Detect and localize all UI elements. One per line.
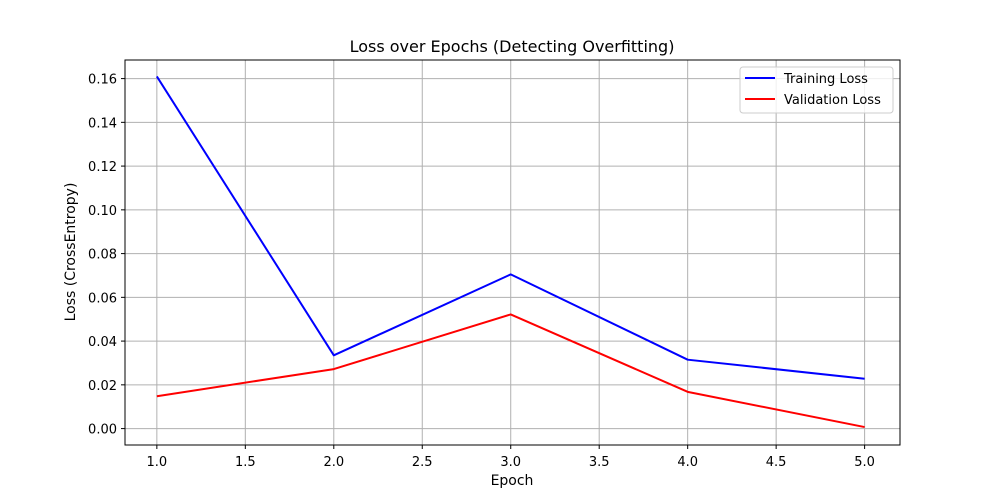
y-axis-label: Loss (CrossEntropy) [63, 183, 79, 322]
y-tick-label: 0.10 [88, 204, 117, 219]
chart-title: Loss over Epochs (Detecting Overfitting) [350, 37, 675, 56]
axis-ticks: 1.0 1.5 2.0 2.5 3.0 3.5 4.0 4.5 5.0 0.00 0.02 0.04 0… [88, 73, 875, 470]
legend-label-training-loss: Training Loss [783, 72, 868, 87]
x-tick-label: 1.0 [147, 455, 168, 470]
x-tick-label: 1.5 [235, 455, 256, 470]
plot-frame [124, 59, 901, 446]
y-tick-label: 0.14 [88, 116, 117, 131]
y-tick-label: 0.08 [88, 248, 117, 263]
y-tick-label: 0.04 [88, 335, 117, 350]
legend-label-validation-loss: Validation Loss [784, 93, 881, 108]
x-tick-label: 4.5 [766, 455, 787, 470]
x-tick-label: 2.5 [412, 455, 433, 470]
x-tick-label: 2.0 [323, 455, 344, 470]
x-tick-label: 3.0 [500, 455, 521, 470]
grid [125, 60, 900, 445]
legend-box [739, 66, 894, 114]
y-tick-label: 0.00 [88, 423, 117, 438]
series-line-validation-loss [156, 313, 865, 429]
y-tick-label: 0.02 [88, 379, 117, 394]
series-line-training-loss [156, 75, 865, 380]
x-axis-label: Epoch [491, 473, 534, 489]
legend: Training Loss Validation Loss [739, 66, 894, 114]
series-lines [156, 75, 865, 429]
x-tick-label: 4.0 [677, 455, 698, 470]
y-tick-label: 0.06 [88, 291, 117, 306]
x-tick-label: 3.5 [589, 455, 610, 470]
x-tick-label: 5.0 [854, 455, 875, 470]
y-tick-label: 0.16 [88, 73, 117, 88]
y-tick-label: 0.12 [88, 160, 117, 175]
